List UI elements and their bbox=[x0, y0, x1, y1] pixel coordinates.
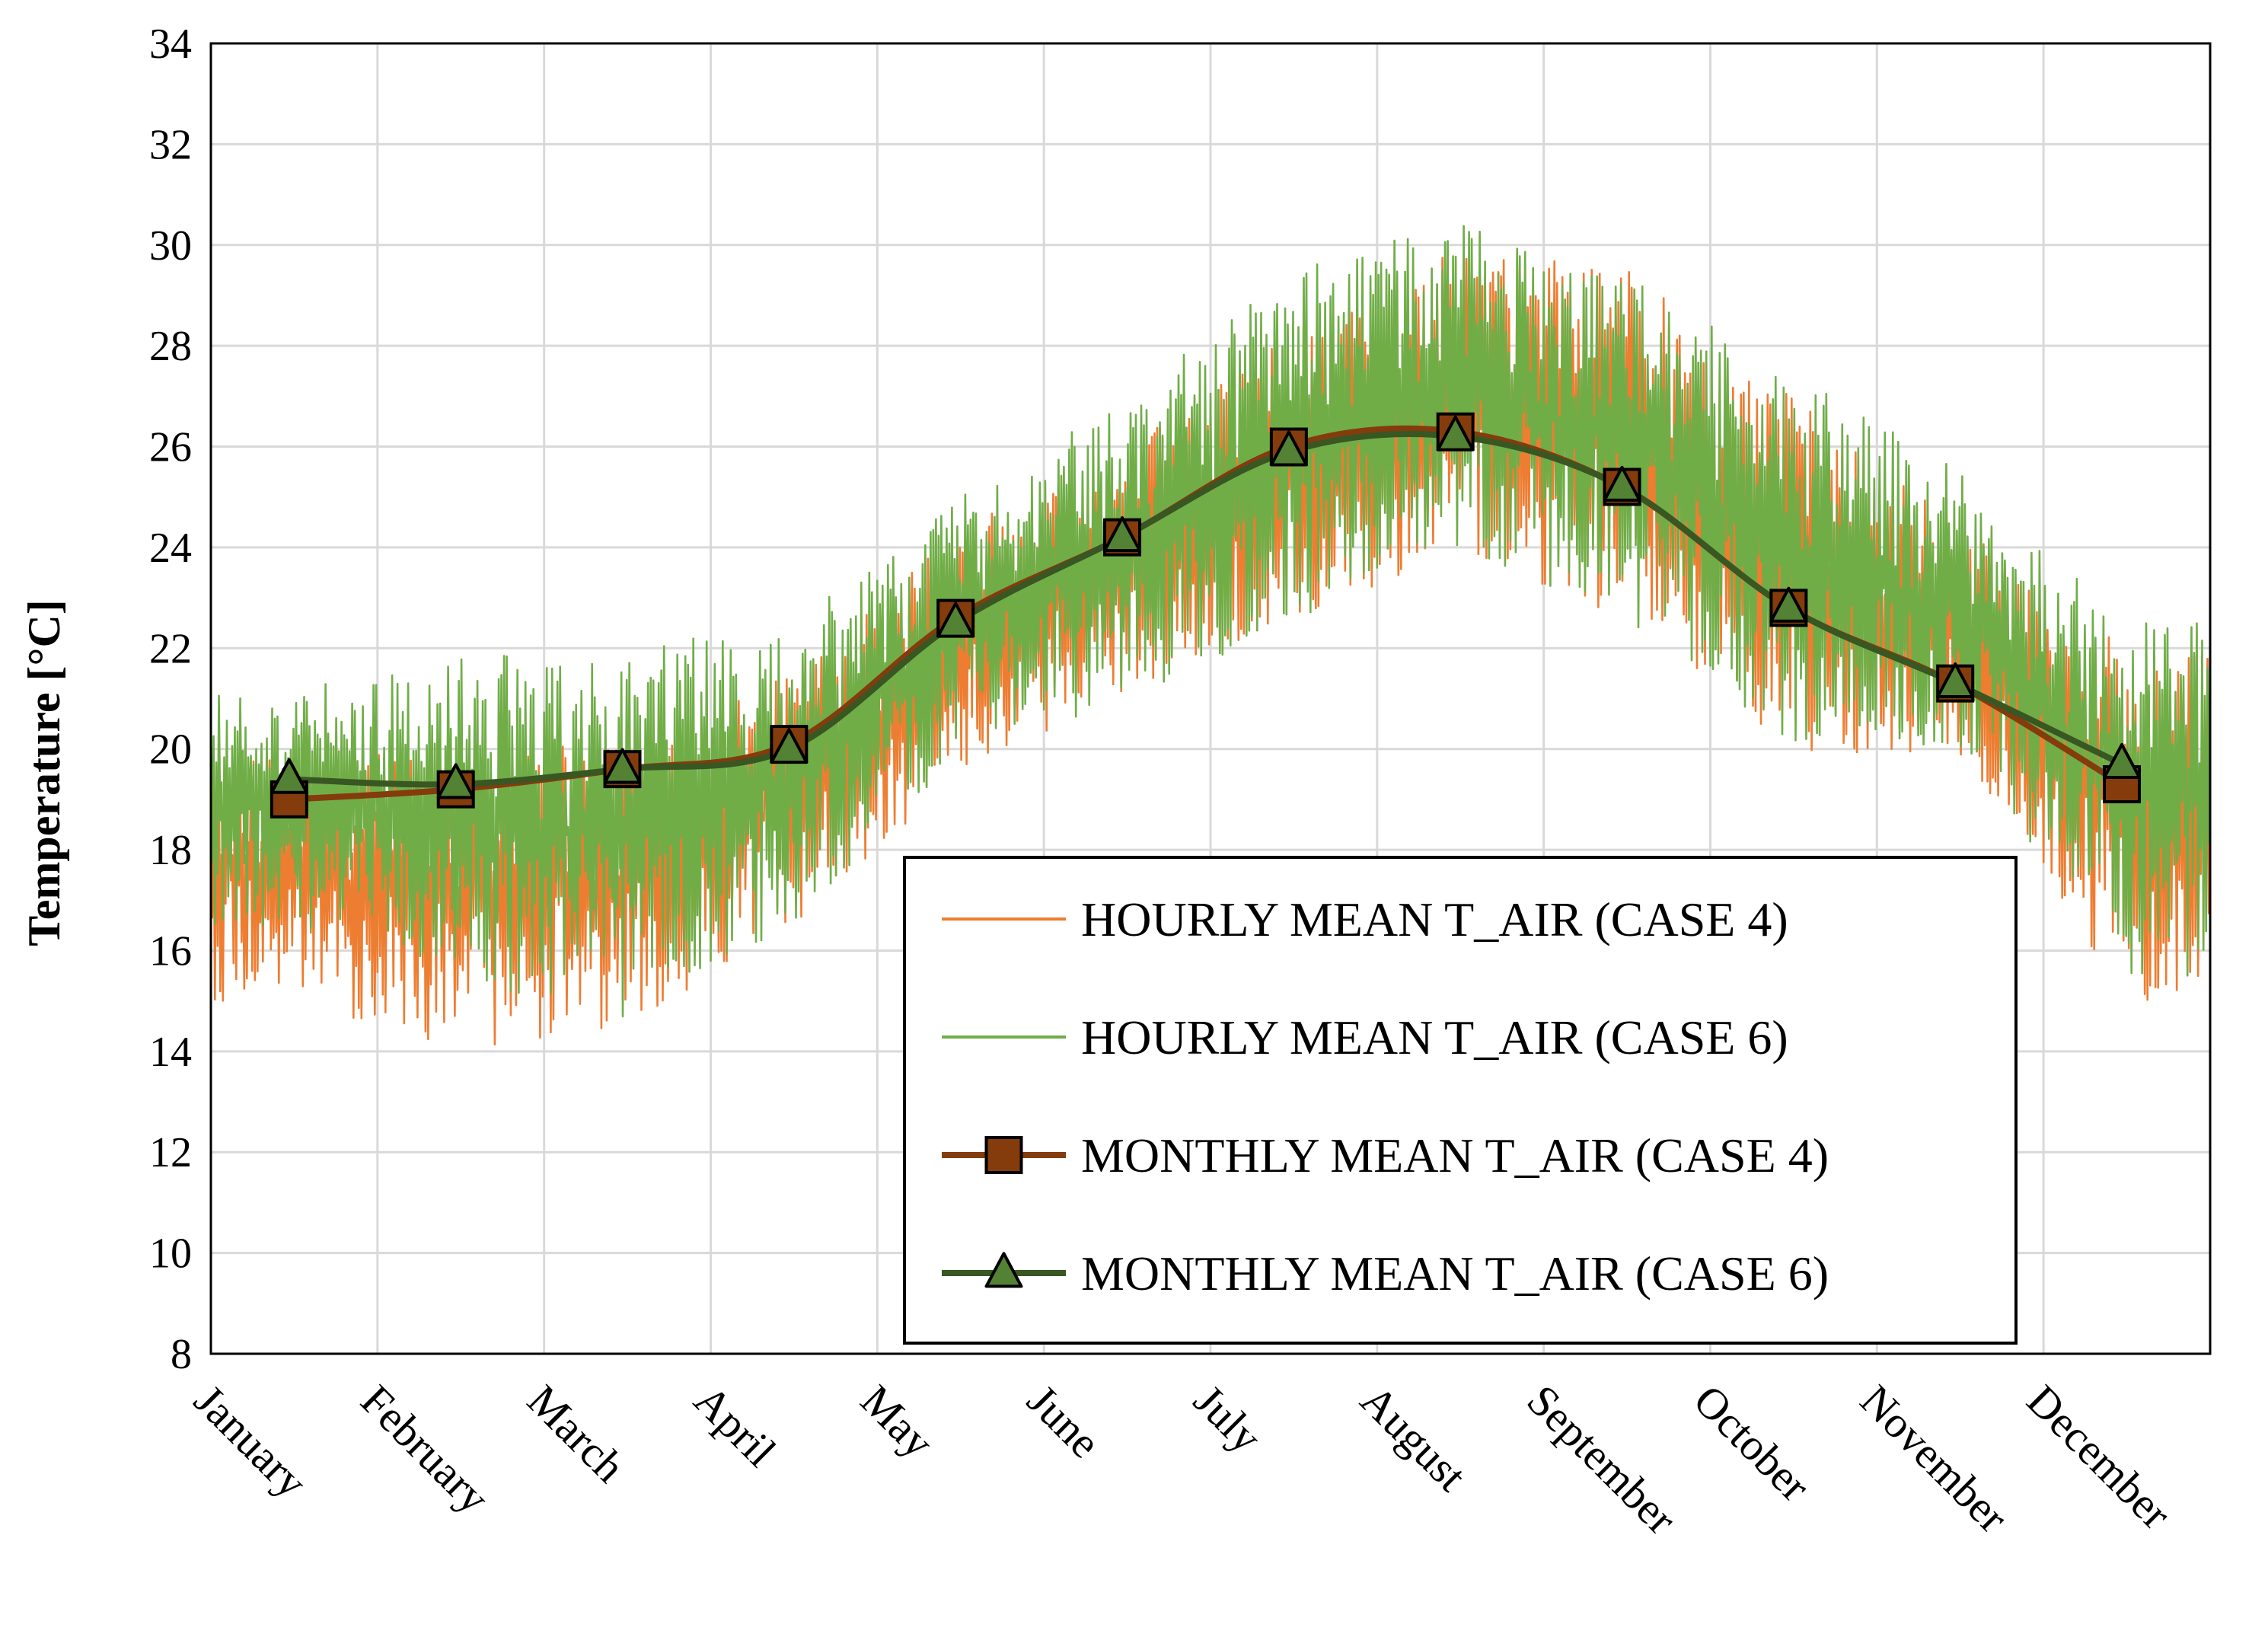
y-tick-label: 12 bbox=[149, 1129, 192, 1176]
monthly-case6-point bbox=[1769, 586, 1808, 623]
monthly-case6-point bbox=[770, 728, 809, 764]
y-tick-label: 20 bbox=[149, 726, 192, 774]
monthly-case6-point bbox=[270, 758, 308, 794]
monthly-case6-point bbox=[936, 602, 975, 638]
monthly-case6-point bbox=[1436, 415, 1475, 452]
legend-marker-monthly-case6 bbox=[984, 1252, 1023, 1288]
monthly-case6-point bbox=[1269, 430, 1308, 467]
y-tick-label: 16 bbox=[149, 927, 192, 975]
y-tick-label: 18 bbox=[149, 827, 192, 874]
hourly-trace bbox=[209, 225, 2212, 1018]
y-tick-label: 30 bbox=[149, 222, 192, 270]
monthly-case6-point bbox=[436, 763, 475, 799]
monthly-case6-point bbox=[1603, 465, 1641, 502]
legend-marker-monthly-case4 bbox=[984, 1136, 1023, 1174]
y-tick-label: 22 bbox=[149, 625, 192, 672]
hourly-series-layer bbox=[209, 225, 2212, 1045]
legend-box bbox=[903, 856, 2018, 1345]
legend-label: MONTHLY MEAN T_AIR (CASE 6) bbox=[1081, 1246, 1829, 1300]
legend-label: MONTHLY MEAN T_AIR (CASE 4) bbox=[1081, 1128, 1829, 1182]
legend: HOURLY MEAN T_AIR (CASE 4) HOURLY MEAN T_… bbox=[903, 856, 2018, 1345]
y-tick-label: 14 bbox=[149, 1029, 192, 1076]
y-tick-label: 32 bbox=[149, 121, 192, 168]
legend-label: HOURLY MEAN T_AIR (CASE 6) bbox=[1081, 1010, 1788, 1064]
plot-area-frame bbox=[209, 42, 2212, 1355]
monthly-case6-point bbox=[2103, 742, 2142, 779]
monthly-series-layer bbox=[270, 412, 2142, 818]
y-tick-label: 28 bbox=[149, 323, 192, 370]
y-axis-ticks: 8 10 12 14 16 18 20 22 24 26 28 30 32 34 bbox=[149, 21, 192, 1378]
y-tick-label: 10 bbox=[149, 1230, 192, 1278]
legend-label: HOURLY MEAN T_AIR (CASE 4) bbox=[1081, 892, 1788, 946]
y-tick-label: 8 bbox=[171, 1331, 192, 1378]
y-tick-label: 34 bbox=[149, 21, 192, 68]
y-tick-label: 24 bbox=[149, 525, 192, 572]
monthly-case6-point bbox=[1103, 516, 1142, 553]
monthly-case6-point bbox=[1936, 662, 1975, 699]
y-tick-label: 26 bbox=[149, 424, 192, 471]
y-axis-label: Temperature [°C] bbox=[19, 599, 69, 946]
monthly-case6-point bbox=[603, 748, 642, 784]
